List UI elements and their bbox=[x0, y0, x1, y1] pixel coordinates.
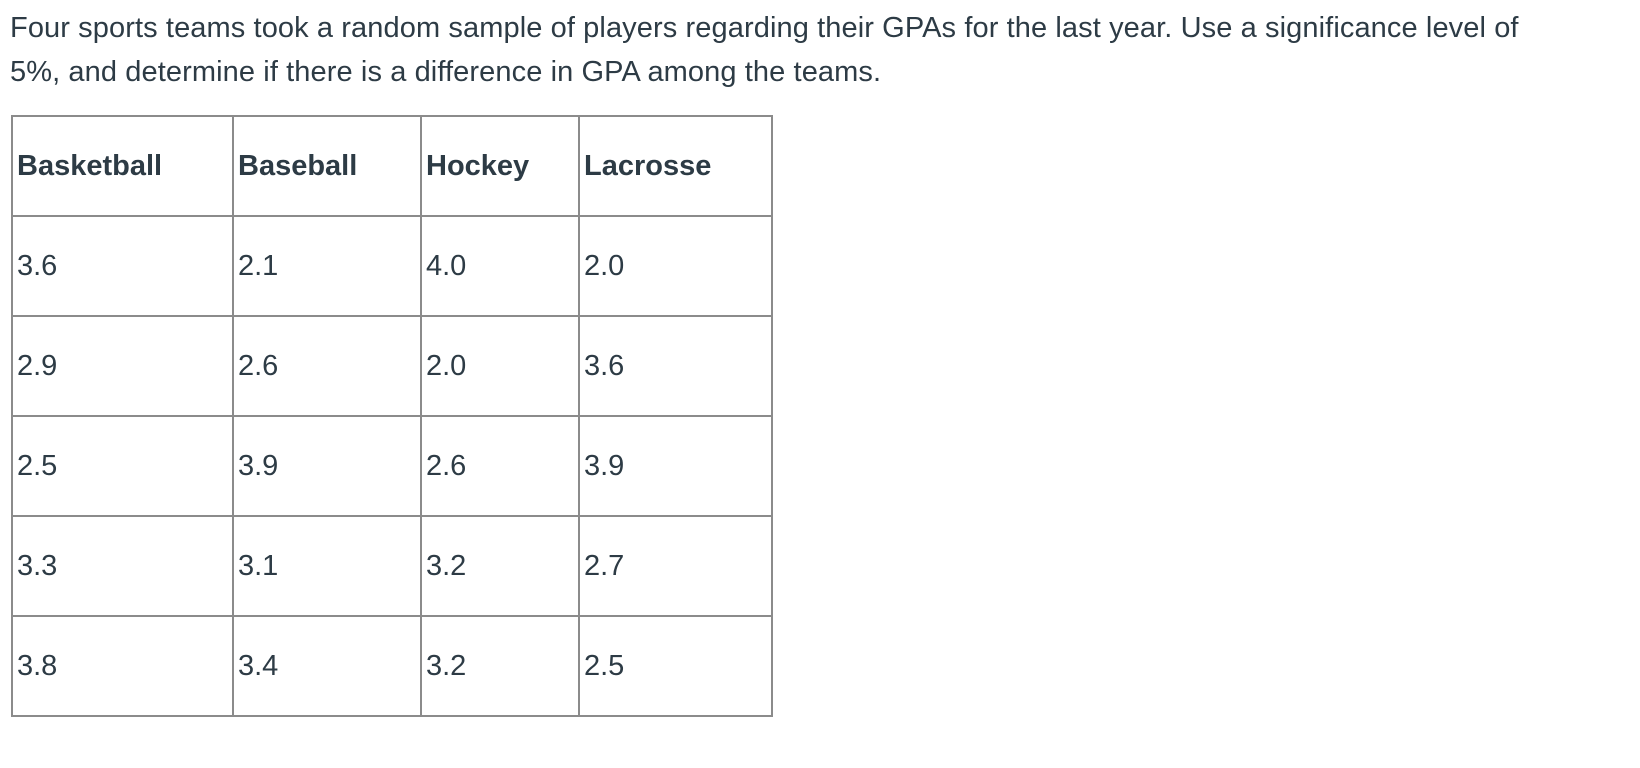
gpa-value-cell: 3.2 bbox=[420, 615, 580, 717]
column-header-baseball: Baseball bbox=[232, 115, 422, 217]
gpa-value-cell: 2.7 bbox=[578, 515, 773, 617]
gpa-value-cell: 3.4 bbox=[232, 615, 422, 717]
column-header-hockey: Hockey bbox=[420, 115, 580, 217]
column-header-basketball: Basketball bbox=[11, 115, 234, 217]
gpa-value-cell: 3.9 bbox=[232, 415, 422, 517]
gpa-value-cell: 2.5 bbox=[11, 415, 234, 517]
question-text-line-2: 5%, and determine if there is a differen… bbox=[10, 56, 882, 88]
gpa-value-cell: 2.6 bbox=[420, 415, 580, 517]
table-row: 3.6 2.1 4.0 2.0 bbox=[11, 215, 773, 317]
gpa-value-cell: 2.6 bbox=[232, 315, 422, 417]
gpa-value-cell: 3.9 bbox=[578, 415, 773, 517]
gpa-data-table: Basketball Baseball Hockey Lacrosse 3.6 2.1 4… bbox=[11, 115, 773, 717]
gpa-value-cell: 2.0 bbox=[420, 315, 580, 417]
gpa-value-cell: 2.5 bbox=[578, 615, 773, 717]
gpa-value-cell: 2.9 bbox=[11, 315, 234, 417]
table-row: 3.3 3.1 3.2 2.7 bbox=[11, 515, 773, 617]
table-header-row: Basketball Baseball Hockey Lacrosse bbox=[11, 115, 773, 217]
gpa-value-cell: 2.0 bbox=[578, 215, 773, 317]
gpa-value-cell: 4.0 bbox=[420, 215, 580, 317]
gpa-value-cell: 3.6 bbox=[578, 315, 773, 417]
gpa-value-cell: 3.8 bbox=[11, 615, 234, 717]
table-row: 2.5 3.9 2.6 3.9 bbox=[11, 415, 773, 517]
gpa-value-cell: 2.1 bbox=[232, 215, 422, 317]
gpa-value-cell: 3.2 bbox=[420, 515, 580, 617]
gpa-value-cell: 3.1 bbox=[232, 515, 422, 617]
table-row: 3.8 3.4 3.2 2.5 bbox=[11, 615, 773, 717]
column-header-lacrosse: Lacrosse bbox=[578, 115, 773, 217]
gpa-value-cell: 3.6 bbox=[11, 215, 234, 317]
table-row: 2.9 2.6 2.0 3.6 bbox=[11, 315, 773, 417]
table-body: 3.6 2.1 4.0 2.0 2.9 2.6 2.0 3.6 2.5 3.9 2.6 3.9 3.3 3… bbox=[11, 215, 773, 717]
gpa-value-cell: 3.3 bbox=[11, 515, 234, 617]
question-text-line-1: Four sports teams took a random sample o… bbox=[10, 12, 1519, 44]
